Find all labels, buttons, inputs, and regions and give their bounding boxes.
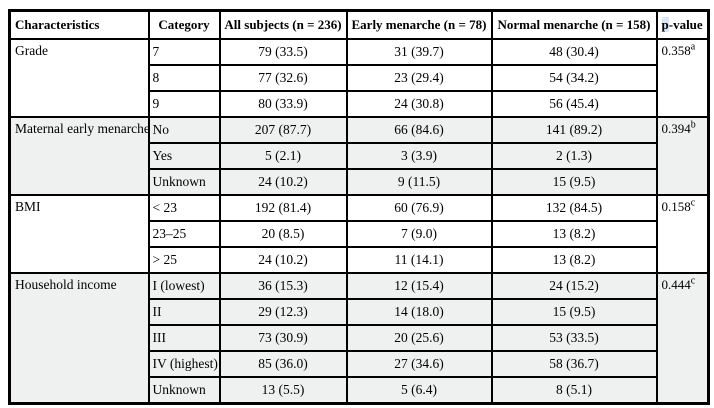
table-row: BMI < 23 192 (81.4) 60 (76.9) 132 (84.5)… [8,194,710,274]
normal-menarche-cell: 24 (15.2) [490,272,658,300]
early-menarche-cell: 7 (9.0) [345,220,493,248]
normal-menarche-cell: 15 (9.5) [490,298,658,326]
normal-menarche-cell: 13 (8.2) [490,220,658,248]
category-cell: III [147,324,221,352]
header-row: Characteristics Category All subjects (n… [8,9,710,40]
p-value-superscript: a [690,41,696,53]
characteristic-label-bmi: BMI [8,194,150,274]
header-early-menarche: Early menarche (n = 78) [345,9,493,40]
normal-menarche-cell: 8 (5.1) [490,376,658,405]
p-value-cell: 0.158c [655,194,710,274]
table-row: > 25 24 (10.2) 11 (14.1) 13 (8.2) [10,246,709,274]
early-menarche-cell: 5 (6.4) [345,376,493,405]
normal-menarche-cell: 56 (45.4) [490,90,658,118]
category-cell: II [147,298,221,326]
category-cell: > 25 [147,246,221,274]
table-row: Maternal early menarche No 207 (87.7) 66… [8,116,710,196]
normal-menarche-cell: 15 (9.5) [490,168,658,196]
table-row: III 73 (30.9) 20 (25.6) 53 (33.5) [10,324,709,352]
p-value-header-highlight: p [661,17,669,32]
all-subjects-cell: 24 (10.2) [218,246,348,274]
characteristics-table: Characteristics Category All subjects (n… [8,9,710,405]
characteristic-label-grade: Grade [8,38,150,118]
early-menarche-cell: 23 (29.4) [345,64,493,92]
early-menarche-cell: 31 (39.7) [345,38,493,66]
early-menarche-cell: 3 (3.9) [345,142,493,170]
characteristic-label-household-income: Household income [8,272,150,405]
all-subjects-cell: 24 (10.2) [218,168,348,196]
early-menarche-cell: 14 (18.0) [345,298,493,326]
category-cell: IV (highest) [147,350,221,378]
all-subjects-cell: 192 (81.4) [218,194,348,222]
early-menarche-cell: 60 (76.9) [345,194,493,222]
table-row: IV (highest) 85 (36.0) 27 (34.6) 58 (36.… [10,350,709,378]
early-menarche-cell: 24 (30.8) [345,90,493,118]
table-row: 23–25 20 (8.5) 7 (9.0) 13 (8.2) [10,220,709,248]
early-menarche-cell: 11 (14.1) [345,246,493,274]
p-value-cell: 0.444c [655,272,710,405]
category-cell: 9 [147,90,221,118]
all-subjects-cell: 29 (12.3) [218,298,348,326]
p-value-number: 0.158 [661,199,691,214]
header-category: Category [147,9,221,40]
all-subjects-cell: 36 (15.3) [218,272,348,300]
all-subjects-cell: 77 (32.6) [218,64,348,92]
table-row: Yes 5 (2.1) 3 (3.9) 2 (1.3) [10,142,709,170]
header-all-subjects: All subjects (n = 236) [218,9,348,40]
all-subjects-cell: 79 (33.5) [218,38,348,66]
all-subjects-cell: 73 (30.9) [218,324,348,352]
normal-menarche-cell: 53 (33.5) [490,324,658,352]
normal-menarche-cell: 2 (1.3) [490,142,658,170]
normal-menarche-cell: 132 (84.5) [490,194,658,222]
header-characteristics: Characteristics [8,9,150,40]
header-normal-menarche: Normal menarche (n = 158) [490,9,658,40]
normal-menarche-cell: 13 (8.2) [490,246,658,274]
early-menarche-cell: 66 (84.6) [345,116,493,144]
p-value-number: 0.358 [661,43,691,58]
category-cell: I (lowest) [147,272,221,300]
all-subjects-cell: 5 (2.1) [218,142,348,170]
all-subjects-cell: 20 (8.5) [218,220,348,248]
p-value-superscript: c [690,197,696,209]
table-row: Unknown 13 (5.5) 5 (6.4) 8 (5.1) [10,376,709,405]
characteristic-label-maternal-early-menarche: Maternal early menarche [8,116,150,196]
normal-menarche-cell: 54 (34.2) [490,64,658,92]
header-p-value: p-value [655,9,710,40]
table-row: 8 77 (32.6) 23 (29.4) 54 (34.2) [10,64,709,92]
early-menarche-cell: 20 (25.6) [345,324,493,352]
all-subjects-cell: 13 (5.5) [218,376,348,405]
normal-menarche-cell: 48 (30.4) [490,38,658,66]
early-menarche-cell: 27 (34.6) [345,350,493,378]
table-row: II 29 (12.3) 14 (18.0) 15 (9.5) [10,298,709,326]
category-cell: Unknown [147,376,221,405]
table-row: Grade 7 79 (33.5) 31 (39.7) 48 (30.4) 0.… [8,38,710,118]
early-menarche-cell: 12 (15.4) [345,272,493,300]
category-cell: 8 [147,64,221,92]
category-cell: 23–25 [147,220,221,248]
normal-menarche-cell: 58 (36.7) [490,350,658,378]
p-value-header-rest: -value [668,17,703,32]
normal-menarche-cell: 141 (89.2) [490,116,658,144]
all-subjects-cell: 207 (87.7) [218,116,348,144]
p-value-cell: 0.394b [655,116,710,196]
table-row: Household income I (lowest) 36 (15.3) 12… [8,272,710,405]
category-cell: 7 [147,38,221,66]
p-value-superscript: c [690,275,696,287]
category-cell: Unknown [147,168,221,196]
p-value-cell: 0.358a [655,38,710,118]
p-value-number: 0.444 [661,277,691,292]
category-cell: Yes [147,142,221,170]
all-subjects-cell: 85 (36.0) [218,350,348,378]
category-cell: No [147,116,221,144]
p-value-superscript: b [690,119,696,131]
all-subjects-cell: 80 (33.9) [218,90,348,118]
category-cell: < 23 [147,194,221,222]
table-row: 9 80 (33.9) 24 (30.8) 56 (45.4) [10,90,709,118]
early-menarche-cell: 9 (11.5) [345,168,493,196]
p-value-number: 0.394 [661,121,691,136]
table-row: Unknown 24 (10.2) 9 (11.5) 15 (9.5) [10,168,709,196]
